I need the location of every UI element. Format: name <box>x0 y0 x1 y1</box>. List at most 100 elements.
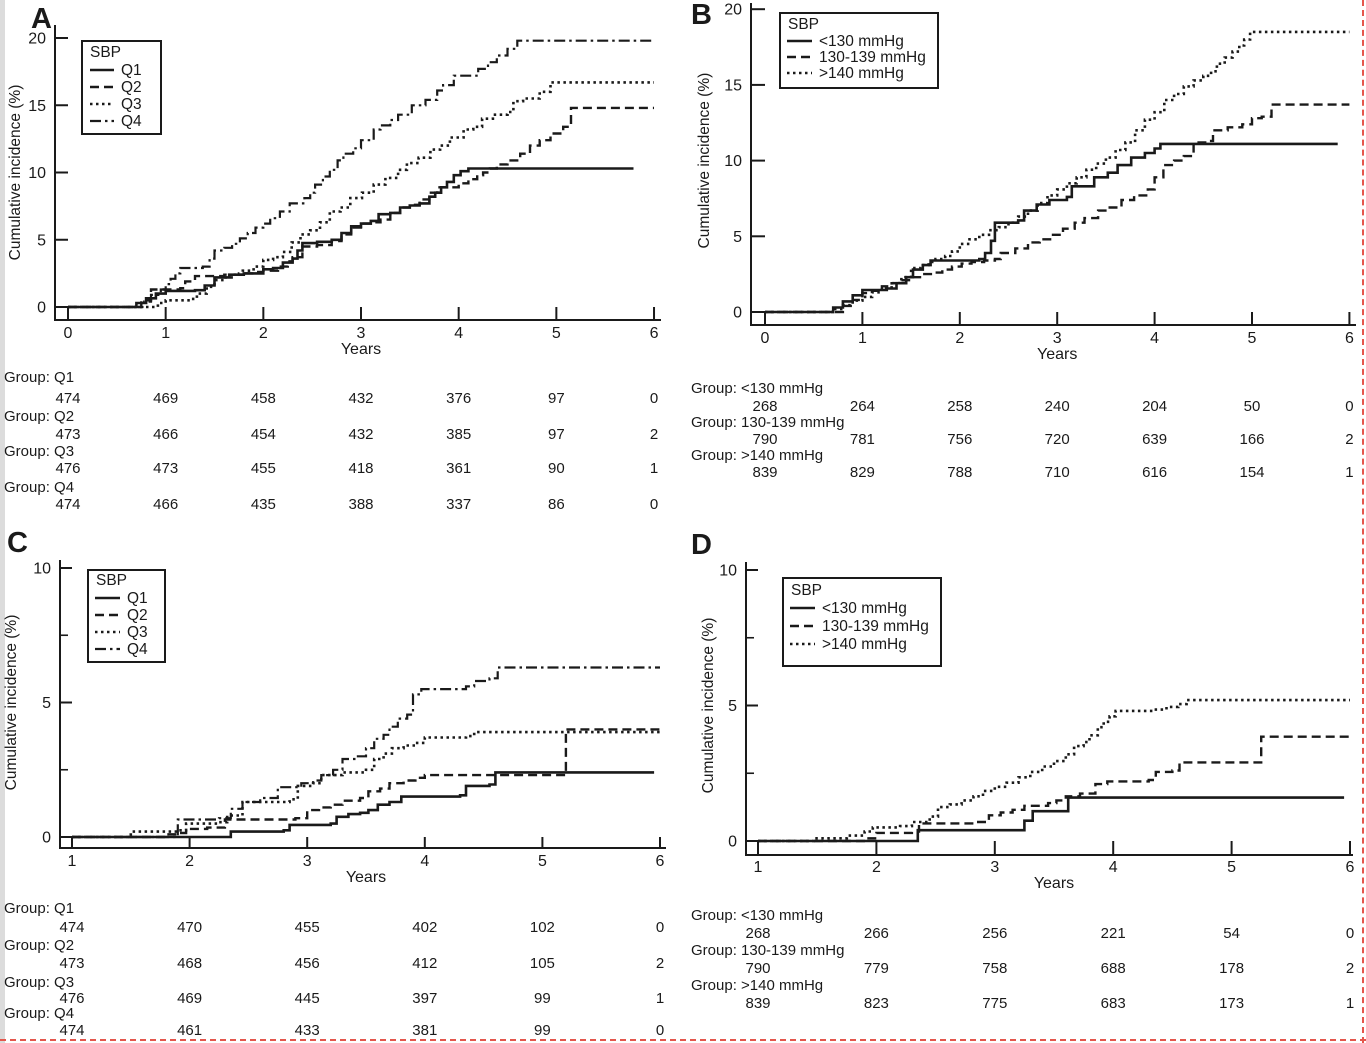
risk-count-value: 790 <box>752 431 777 448</box>
x-tick-label: 6 <box>1345 330 1354 347</box>
series-D-0-line <box>758 796 1345 843</box>
risk-count-value: 381 <box>412 1022 437 1039</box>
risk-count-value: 470 <box>177 919 202 936</box>
risk-count-value: 0 <box>656 1022 664 1039</box>
y-tick-label: 10 <box>719 563 737 580</box>
risk-count-value: 455 <box>295 919 320 936</box>
y-tick-label: 10 <box>724 153 742 170</box>
panel-B: B Cumulative incidence (%) 0 5 10 15 20 0 1 2 3 4 5 6… <box>683 0 1366 520</box>
risk-count-value: 376 <box>446 390 471 407</box>
risk-count-value: 1 <box>650 460 658 477</box>
risk-group-label: Group: >140 mmHg <box>691 447 823 464</box>
legend-entry-label: Q3 <box>121 96 142 113</box>
risk-group-label: Group: 130-139 mmHg <box>691 414 844 431</box>
risk-count-value: 476 <box>59 990 84 1007</box>
risk-count-value: 839 <box>745 995 770 1012</box>
x-tick-label: 5 <box>538 853 547 870</box>
x-axis-title: Years <box>1037 346 1077 363</box>
risk-count-value: 102 <box>530 919 555 936</box>
risk-count-value: 1 <box>1346 995 1354 1012</box>
series-C-1-line <box>72 728 660 839</box>
panel-letter: D <box>691 529 712 561</box>
legend-entry-label: 130-139 mmHg <box>819 49 926 66</box>
risk-count-value: 474 <box>55 390 80 407</box>
risk-count-value: 154 <box>1239 464 1264 481</box>
risk-count-value: 2 <box>656 955 664 972</box>
risk-count-value: 0 <box>1345 398 1353 415</box>
legend-box <box>782 577 942 667</box>
risk-count-value: 458 <box>251 390 276 407</box>
x-tick-label: 4 <box>420 853 429 870</box>
risk-count-value: 473 <box>59 955 84 972</box>
axis-frame <box>745 562 1353 856</box>
y-tick-label: 0 <box>42 830 51 847</box>
x-axis-title: Years <box>346 869 386 886</box>
x-tick-label: 1 <box>68 853 77 870</box>
risk-group-label: Group: >140 mmHg <box>691 977 823 994</box>
x-tick-label: 5 <box>552 325 561 342</box>
legend-entry-label: Q1 <box>121 62 142 79</box>
series-A-0-line <box>68 167 634 309</box>
risk-count-value: 456 <box>295 955 320 972</box>
risk-group-label: Group: Q3 <box>4 443 74 460</box>
risk-count-value: 264 <box>850 398 875 415</box>
risk-count-value: 402 <box>412 919 437 936</box>
x-tick-label: 5 <box>1248 330 1257 347</box>
legend-entry-label: 130-139 mmHg <box>822 618 929 635</box>
series-D-2-line <box>758 698 1350 843</box>
legend-title: SBP <box>96 572 127 589</box>
series-A-1-line <box>68 106 654 309</box>
legend-entry-label: <130 mmHg <box>819 33 904 50</box>
series-A-2-line <box>68 81 654 309</box>
risk-count-value: 474 <box>55 496 80 513</box>
x-tick-label: 4 <box>1150 330 1159 347</box>
risk-count-value: 204 <box>1142 398 1167 415</box>
risk-count-value: 445 <box>295 990 320 1007</box>
risk-count-value: 385 <box>446 426 471 443</box>
risk-count-value: 466 <box>153 426 178 443</box>
risk-group-label: Group: Q2 <box>4 408 74 425</box>
series-B-1-line <box>765 103 1350 314</box>
risk-count-value: 412 <box>412 955 437 972</box>
risk-count-value: 473 <box>153 460 178 477</box>
crop-marquee-right-border <box>1362 0 1364 1043</box>
risk-count-value: 788 <box>947 464 972 481</box>
risk-count-value: 268 <box>752 398 777 415</box>
x-tick-label: 6 <box>650 325 659 342</box>
risk-count-value: 455 <box>251 460 276 477</box>
y-axis-title: Cumulative incidence (%) <box>700 618 717 794</box>
risk-count-value: 839 <box>752 464 777 481</box>
risk-count-value: 710 <box>1045 464 1070 481</box>
risk-count-value: 435 <box>251 496 276 513</box>
y-tick-label: 10 <box>33 561 51 578</box>
legend-entry-label: <130 mmHg <box>822 600 907 617</box>
risk-count-value: 361 <box>446 460 471 477</box>
panel-C: C Cumulative incidence (%) 0 5 10 1 2 3 4 5 6 Years… <box>0 520 683 1043</box>
legend-entry-label: >140 mmHg <box>822 636 907 653</box>
x-tick-label: 0 <box>761 330 770 347</box>
series-B-2-line <box>765 30 1350 314</box>
y-tick-label: 5 <box>733 229 742 246</box>
risk-count-value: 775 <box>982 995 1007 1012</box>
legend-entry-label: Q4 <box>127 641 148 658</box>
panel-A: A Cumulative incidence (%) 0 5 10 15 20 0 1 2 3 4 5 6… <box>0 0 683 520</box>
risk-count-value: 433 <box>295 1022 320 1039</box>
risk-count-value: 473 <box>55 426 80 443</box>
risk-count-value: 432 <box>348 426 373 443</box>
x-tick-label: 3 <box>1053 330 1062 347</box>
risk-group-label: Group: Q4 <box>4 479 74 496</box>
risk-count-value: 337 <box>446 496 471 513</box>
x-tick-label: 0 <box>64 325 73 342</box>
risk-group-label: Group: Q2 <box>4 937 74 954</box>
risk-count-value: 683 <box>1101 995 1126 1012</box>
risk-count-value: 2 <box>650 426 658 443</box>
legend-entry-label: Q1 <box>127 590 148 607</box>
risk-count-value: 432 <box>348 390 373 407</box>
x-axis-title: Years <box>1034 875 1074 892</box>
x-tick-label: 2 <box>872 859 881 876</box>
x-axis-title: Years <box>341 341 381 358</box>
